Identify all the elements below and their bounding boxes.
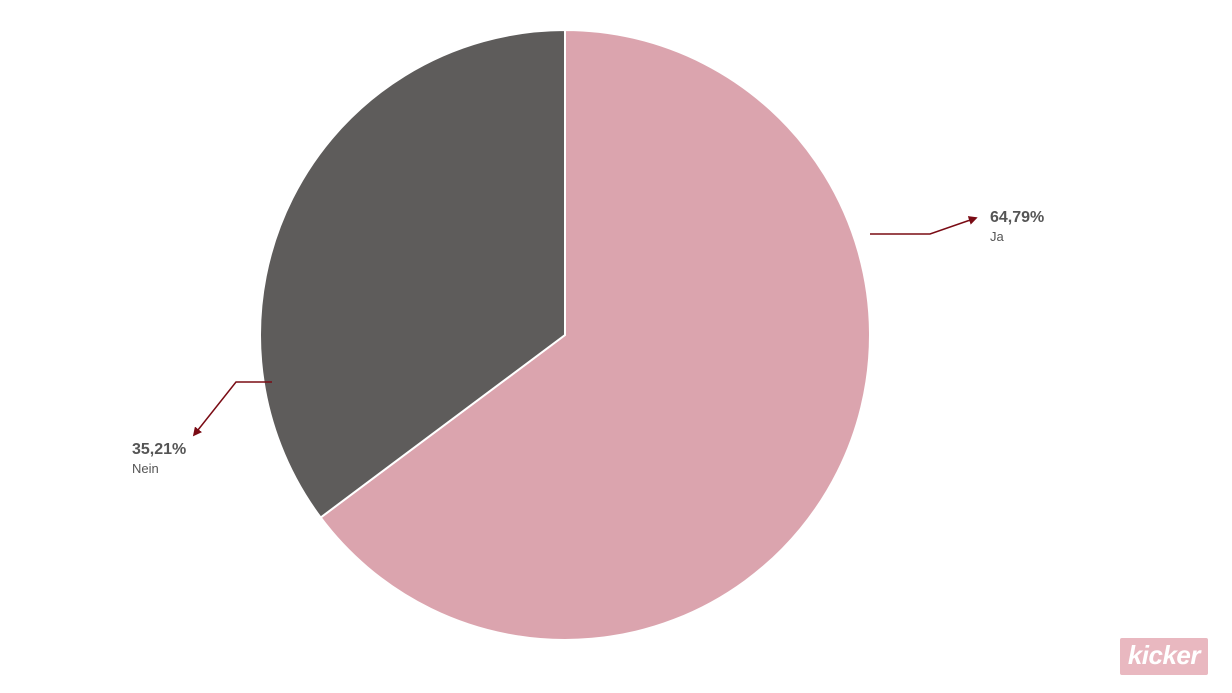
- pie-chart: [0, 0, 1232, 693]
- chart-stage: 64,79% Ja 35,21% Nein kicker: [0, 0, 1232, 693]
- callout-ja-percent: 64,79%: [990, 208, 1044, 227]
- callout-ja: 64,79% Ja: [990, 208, 1044, 245]
- kicker-logo-text: kicker: [1128, 640, 1200, 670]
- kicker-logo: kicker: [1120, 638, 1208, 675]
- callout-nein-label: Nein: [132, 461, 186, 477]
- callout-nein-percent: 35,21%: [132, 440, 186, 459]
- leader-ja: [870, 218, 976, 234]
- leader-nein: [194, 382, 272, 435]
- callout-nein: 35,21% Nein: [132, 440, 186, 477]
- callout-ja-label: Ja: [990, 229, 1044, 245]
